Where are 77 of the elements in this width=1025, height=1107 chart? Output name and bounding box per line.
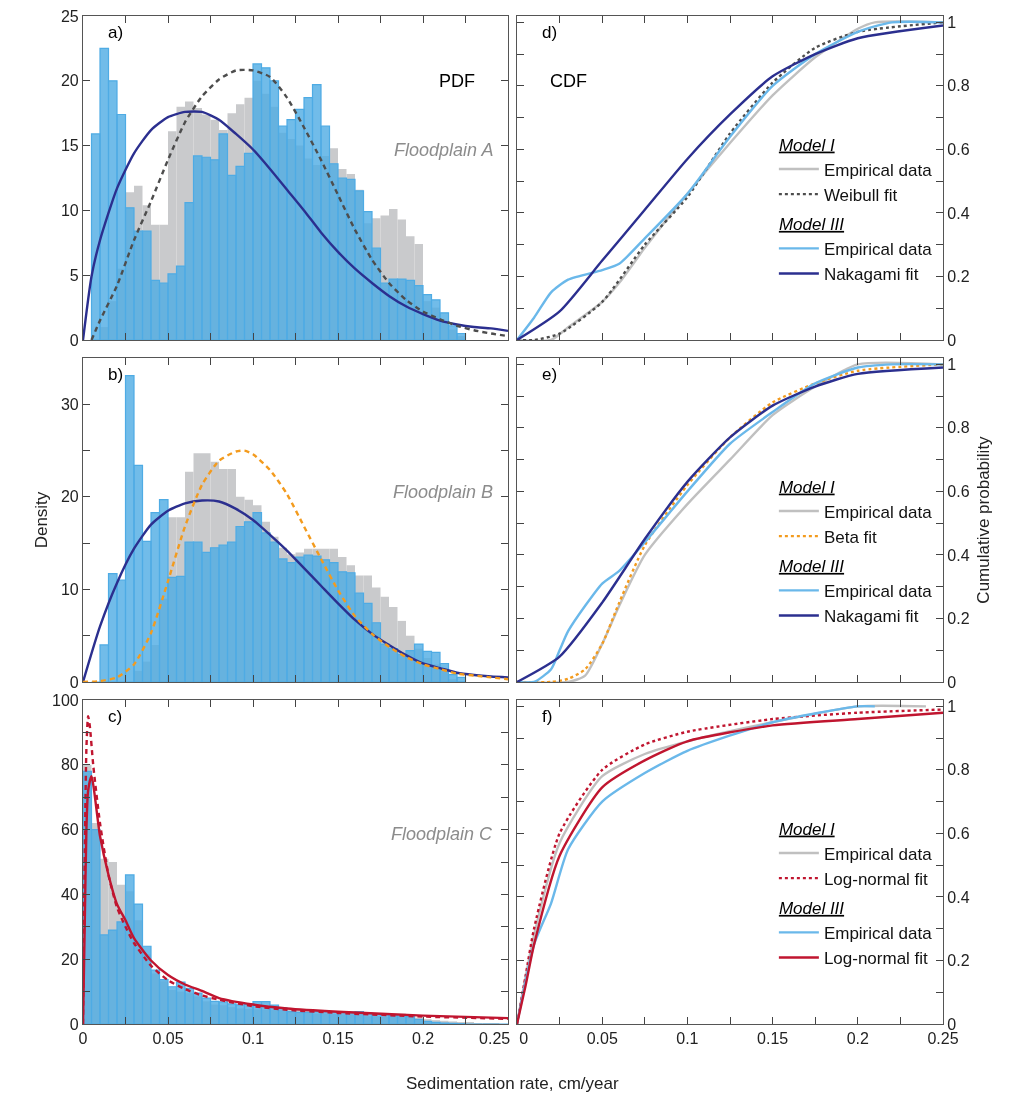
y-tick-label: 0.4 — [947, 546, 970, 564]
legend-label: Empirical data — [823, 581, 933, 601]
y-tick-label: 0.8 — [947, 77, 970, 95]
y-tick-label: 5 — [69, 266, 79, 284]
annotation: Model III — [778, 556, 845, 576]
annotation: Model III — [778, 898, 845, 918]
y-tick-label: 0.2 — [947, 610, 970, 628]
y-tick-label: 0 — [69, 673, 79, 691]
annotation: d) — [542, 23, 558, 42]
legend-label: Empirical data — [823, 923, 933, 943]
legend-label: Beta fit — [823, 527, 878, 547]
y-tick-label: 0 — [947, 331, 957, 349]
y-tick-label: 0 — [69, 1015, 79, 1033]
y-tick-label: 0 — [947, 673, 957, 691]
x-tick-label: 0.15 — [757, 1030, 789, 1048]
annotation: b) — [108, 365, 124, 384]
x-tick-label: 0.2 — [846, 1030, 870, 1048]
annotation: Floodplain B — [393, 482, 494, 502]
x-tick-label: 0.1 — [241, 1030, 265, 1048]
annotation: CDF — [550, 71, 587, 91]
y-axis-title: Cumulative probability — [974, 435, 994, 604]
y-tick-label: 0.2 — [947, 268, 970, 286]
legend-label: Log-normal fit — [823, 949, 929, 969]
y-tick-label: 0 — [69, 331, 79, 349]
y-tick-label: 0.6 — [947, 825, 970, 843]
y-tick-label: 0 — [947, 1015, 957, 1033]
y-tick-label: 0.8 — [947, 761, 970, 779]
x-tick-label: 0.15 — [322, 1030, 354, 1048]
y-tick-label: 30 — [60, 395, 79, 413]
y-tick-label: 0.4 — [947, 888, 970, 906]
legend-label: Empirical data — [823, 502, 933, 522]
legend-label: Nakagami fit — [823, 607, 919, 627]
annotation: Floodplain C — [391, 824, 494, 844]
annotation: PDF — [439, 71, 475, 91]
annotation: e) — [542, 365, 558, 384]
x-tick-label: 0.05 — [152, 1030, 184, 1048]
legend-label: Empirical data — [823, 239, 933, 259]
y-tick-label: 60 — [60, 821, 79, 839]
y-tick-label: 0.2 — [947, 952, 970, 970]
y-tick-label: 10 — [60, 581, 79, 599]
x-tick-label: 0.1 — [676, 1030, 699, 1048]
y-tick-label: 80 — [60, 756, 79, 774]
y-tick-label: 40 — [60, 886, 79, 903]
annotation: f) — [542, 707, 553, 726]
legend-label: Weibull fit — [823, 185, 898, 205]
annotation: Floodplain A — [394, 140, 494, 160]
y-tick-label: 1 — [947, 13, 957, 31]
y-axis-title: Density — [32, 491, 52, 549]
x-tick-label: 0.25 — [479, 1030, 511, 1048]
annotation: Model I — [778, 135, 835, 155]
x-tick-label: 0.2 — [411, 1030, 435, 1048]
y-tick-label: 0.6 — [947, 141, 970, 159]
legend-label: Log-normal fit — [823, 869, 929, 889]
y-tick-label: 1 — [947, 355, 957, 373]
annotation: a) — [108, 23, 124, 42]
y-tick-label: 0.6 — [947, 483, 970, 501]
y-tick-label: 15 — [60, 137, 79, 155]
y-tick-label: 20 — [60, 72, 79, 90]
legend-label: Empirical data — [823, 844, 933, 864]
legend-label: Empirical data — [823, 160, 933, 180]
x-tick-label: 0.25 — [927, 1030, 959, 1048]
y-tick-label: 0.4 — [947, 204, 970, 222]
annotation: c) — [108, 707, 123, 726]
x-tick-label: 0 — [519, 1030, 529, 1048]
legend-label: Nakagami fit — [823, 265, 919, 285]
y-tick-label: 25 — [60, 7, 79, 25]
y-tick-label: 20 — [60, 488, 79, 506]
y-tick-label: 100 — [52, 691, 79, 709]
y-tick-label: 20 — [60, 950, 79, 968]
x-tick-label: 0.05 — [586, 1030, 618, 1048]
y-tick-label: 10 — [60, 202, 79, 219]
annotation: Model I — [778, 819, 835, 839]
y-tick-label: 0.8 — [947, 419, 970, 437]
y-tick-label: 1 — [947, 697, 957, 715]
annotation: Model I — [778, 477, 835, 497]
annotation: Model III — [778, 214, 845, 234]
x-axis-title: Sedimentation rate, cm/year — [406, 1074, 619, 1093]
